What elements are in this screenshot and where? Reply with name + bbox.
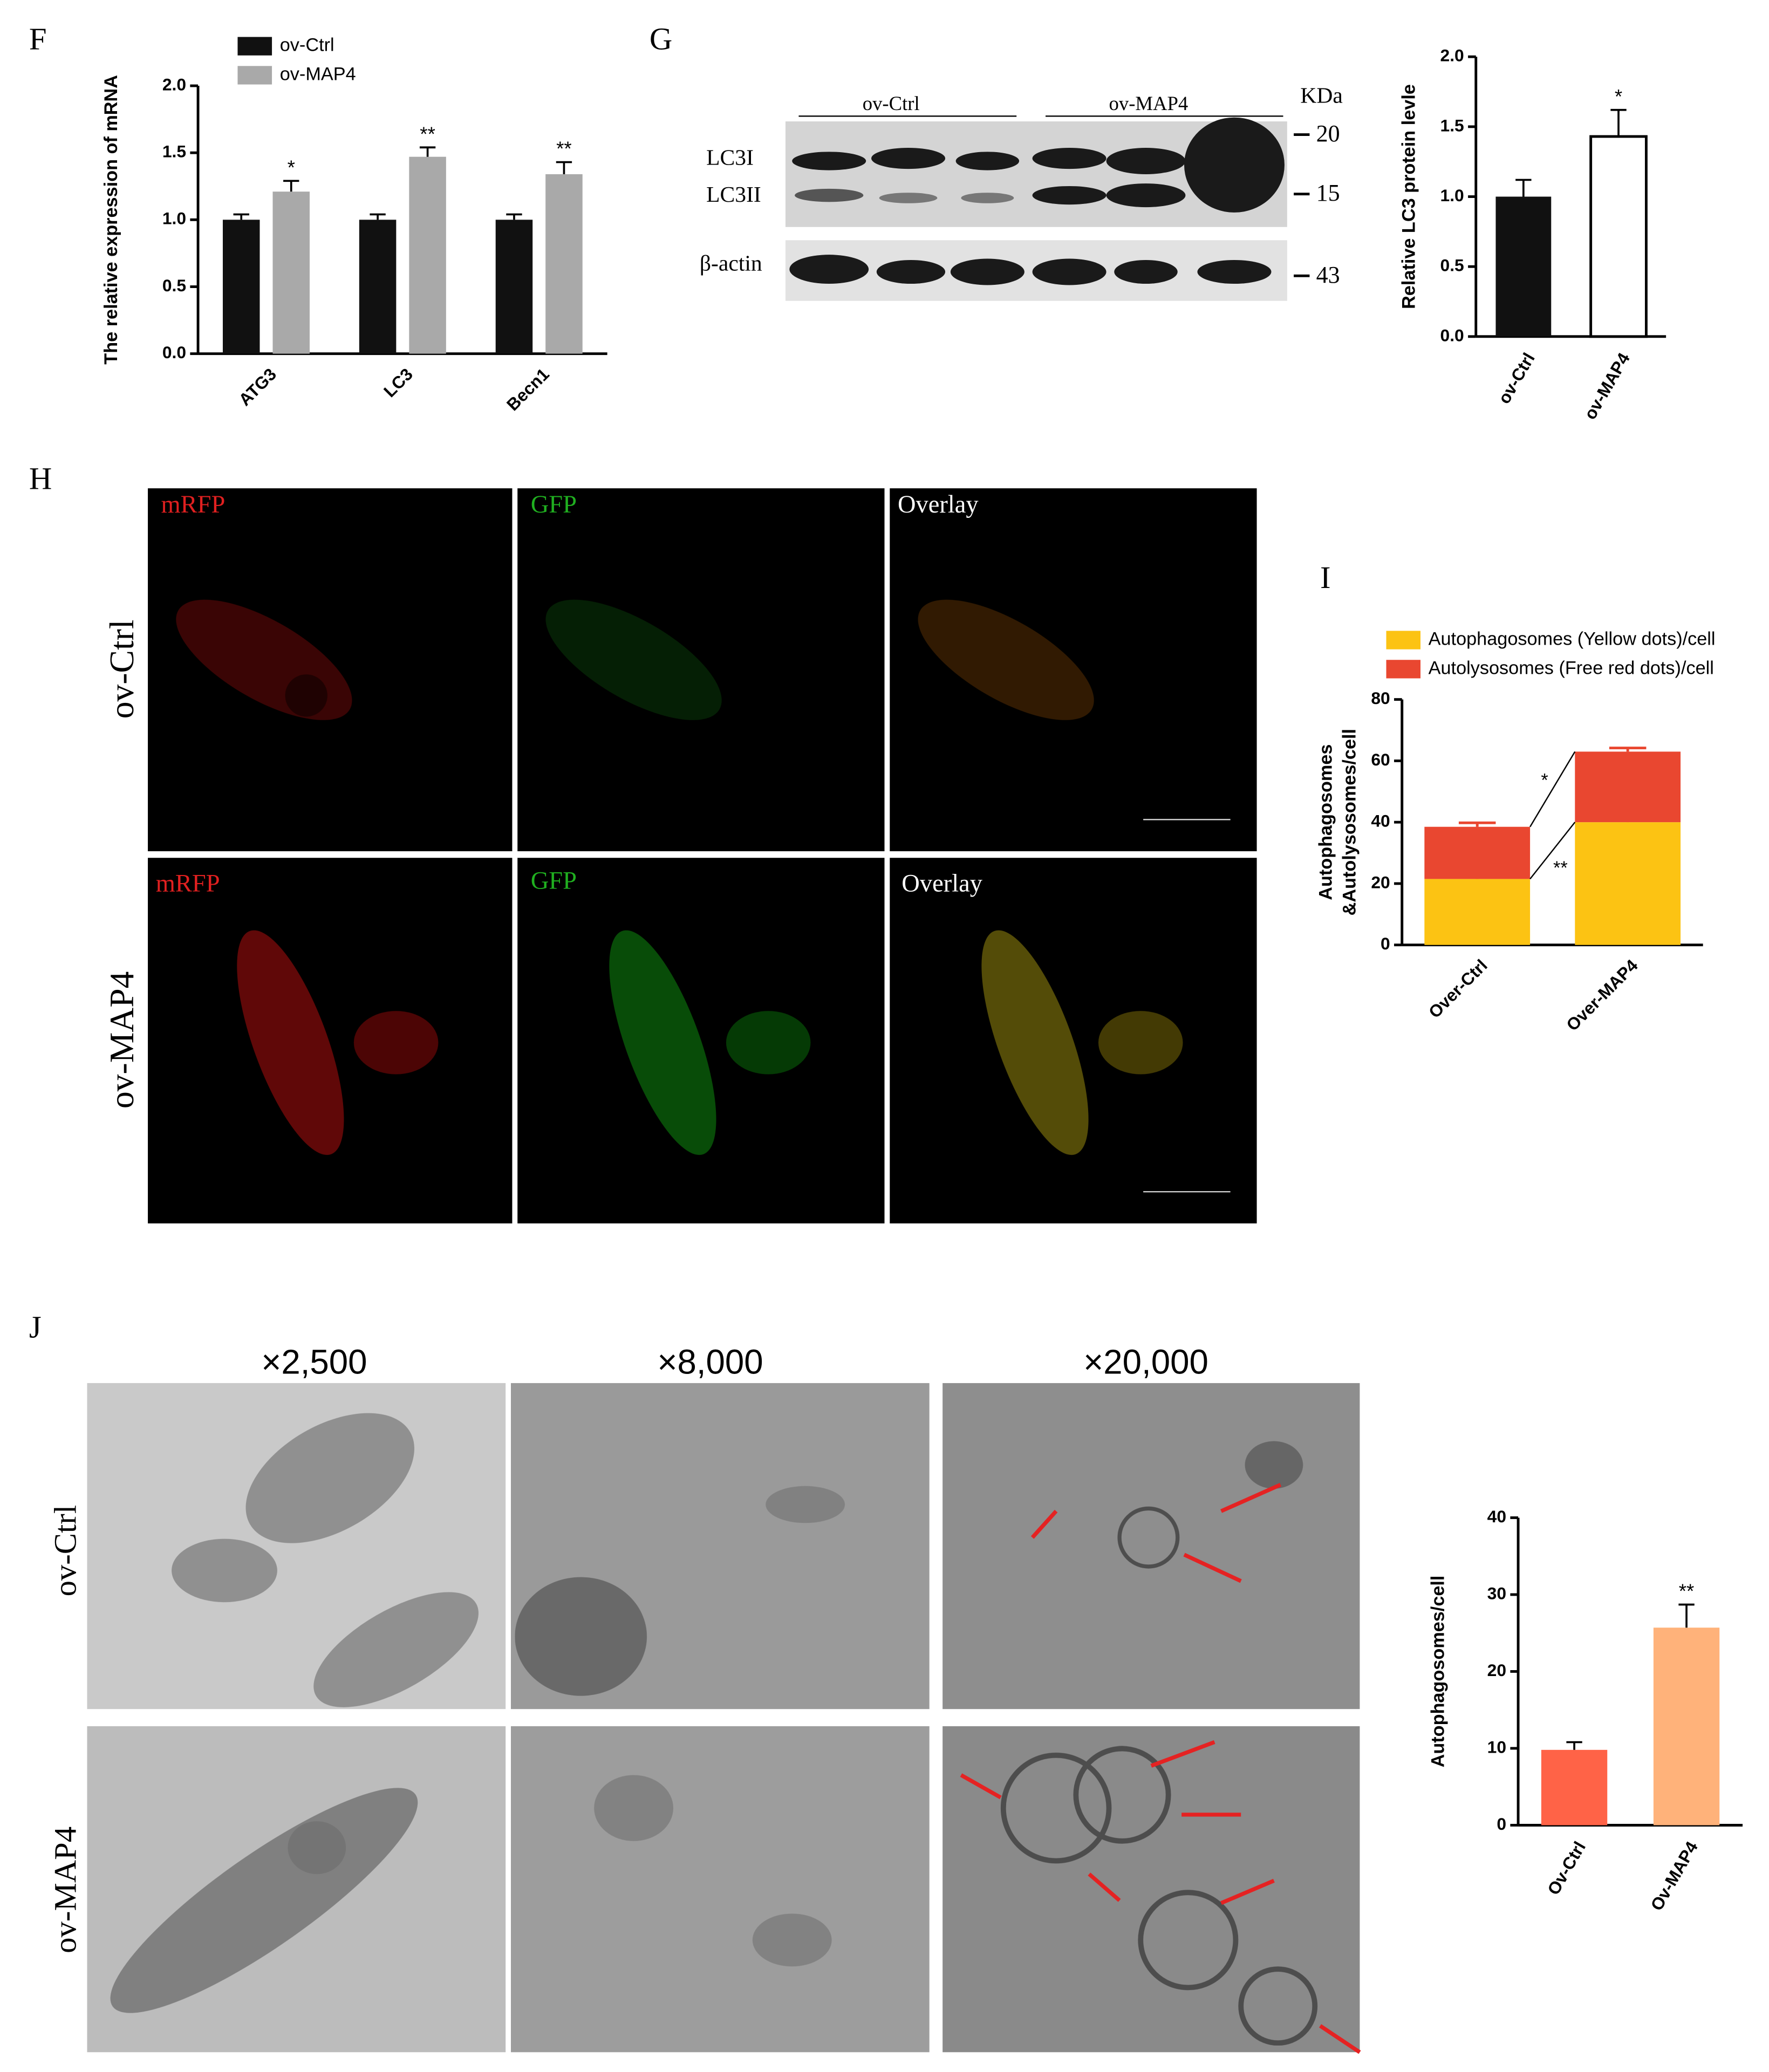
bar-segment <box>1575 751 1681 823</box>
y-tick-label: 20 <box>1371 872 1390 892</box>
significance: ** <box>556 138 572 160</box>
bar <box>359 220 397 354</box>
bar <box>1495 196 1552 337</box>
group-label: ov-MAP4 <box>1109 92 1189 114</box>
y-tick-label: 20 <box>1487 1660 1506 1680</box>
y-tick-label: 1.5 <box>162 142 186 161</box>
y-tick-label: 1.0 <box>162 209 186 228</box>
y-tick-label: 80 <box>1371 688 1390 708</box>
panel-letter: H <box>29 461 52 496</box>
y-axis-label: The relative expression of mRNA <box>101 75 121 365</box>
panel-letter: F <box>29 22 47 57</box>
y-axis-label: &Autolysosomes/cell <box>1339 729 1360 915</box>
legend-label: Autolysosomes (Free red dots)/cell <box>1429 658 1714 678</box>
y-tick-label: 10 <box>1487 1737 1506 1756</box>
marker-label: 15 <box>1316 180 1340 206</box>
magnification: ×8,000 <box>657 1343 763 1381</box>
bar <box>409 156 446 354</box>
fluorescence-grid: mRFP GFP Overlay mRFP GFP Overlay ov-Ctr… <box>103 488 1257 1223</box>
panel-letter: G <box>650 22 672 57</box>
significance: * <box>288 156 295 179</box>
bar <box>1541 1749 1608 1825</box>
bar <box>545 174 583 354</box>
y-tick-label: 1.5 <box>1440 115 1464 135</box>
channel-label: GFP <box>531 491 577 518</box>
legend-label: Autophagosomes (Yellow dots)/cell <box>1429 629 1716 649</box>
legend-swatch <box>1386 631 1420 649</box>
significance: * <box>1541 770 1548 790</box>
legend-swatch <box>237 37 272 56</box>
y-tick-label: 0.0 <box>1440 325 1464 345</box>
panel-letters: F G H I J <box>29 22 1331 1345</box>
bar-segment <box>1424 879 1531 945</box>
unit-label: KDa <box>1300 83 1343 108</box>
row-label: ov-MAP4 <box>48 1827 83 1953</box>
channel-label: mRFP <box>161 491 226 518</box>
y-axis-label: Relative LC3 protein levle <box>1398 84 1419 309</box>
bar <box>495 220 533 354</box>
channel-label: Overlay <box>901 870 982 897</box>
magnification: ×2,500 <box>261 1343 367 1381</box>
marker-label: 20 <box>1316 120 1340 147</box>
panel-letter: I <box>1320 560 1331 595</box>
bar-segment <box>1424 826 1531 879</box>
connector <box>1529 751 1576 828</box>
row-label: ov-Ctrl <box>103 620 141 719</box>
bar-segment <box>1575 822 1681 945</box>
band-label: β-actin <box>700 250 762 275</box>
y-axis-label: Autophagosomes <box>1315 744 1336 900</box>
channel-label: mRFP <box>156 870 220 897</box>
bar <box>272 192 310 354</box>
group-label: ov-Ctrl <box>863 92 920 114</box>
y-tick-label: 40 <box>1487 1507 1506 1526</box>
significance: ** <box>1679 1580 1695 1602</box>
y-tick-label: 0.0 <box>162 343 186 362</box>
significance: ** <box>1553 858 1568 878</box>
legend-label: ov-MAP4 <box>280 64 356 84</box>
bar <box>1653 1627 1720 1825</box>
row-label: ov-MAP4 <box>103 972 141 1109</box>
y-tick-label: 30 <box>1487 1583 1506 1603</box>
channel-label: GFP <box>531 867 577 894</box>
band-label: LC3I <box>706 145 754 170</box>
marker-label: 43 <box>1316 262 1340 288</box>
blot-bands <box>789 117 1285 285</box>
connector <box>1529 822 1576 880</box>
y-tick-label: 0 <box>1381 934 1390 953</box>
significance: * <box>1615 85 1622 107</box>
bar <box>1589 135 1648 338</box>
y-tick-label: 0 <box>1497 1814 1506 1834</box>
y-tick-label: 2.0 <box>1440 46 1464 65</box>
row-label: ov-Ctrl <box>48 1505 83 1597</box>
y-tick-label: 1.0 <box>1440 186 1464 205</box>
y-tick-label: 0.5 <box>1440 256 1464 275</box>
tem-grid: ×2,500 ×8,000 ×20,000 ov-Ctrl ov-MAP4 <box>48 1343 1361 2054</box>
band-label: LC3II <box>706 182 761 207</box>
significance: ** <box>420 123 435 145</box>
y-tick-label: 2.0 <box>162 74 186 94</box>
magnification: ×20,000 <box>1083 1343 1208 1381</box>
y-tick-label: 60 <box>1371 750 1390 769</box>
y-tick-label: 40 <box>1371 811 1390 831</box>
legend-swatch <box>237 66 272 85</box>
channel-label: Overlay <box>898 491 979 518</box>
panel-letter: J <box>29 1310 42 1345</box>
bar <box>222 220 260 354</box>
y-axis-label: Autophagosomes/cell <box>1428 1576 1448 1768</box>
legend-label: ov-Ctrl <box>280 35 334 56</box>
western-blot: ov-Ctrl ov-MAP4 KDa LC3I LC3II β-actin 2… <box>700 83 1343 301</box>
legend-swatch <box>1386 660 1420 679</box>
arrows <box>960 1482 1361 2054</box>
y-tick-label: 0.5 <box>162 276 186 295</box>
